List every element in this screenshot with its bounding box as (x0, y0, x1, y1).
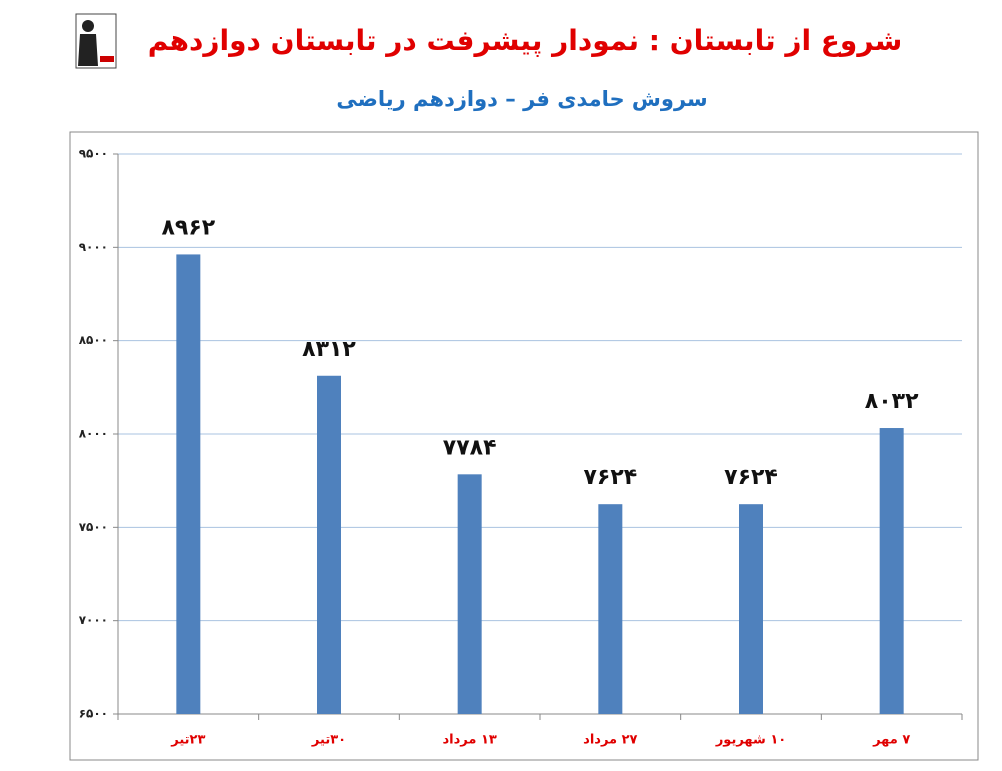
bar (598, 504, 623, 714)
y-tick-label: ۷۰۰۰ (79, 613, 108, 627)
value-label: ۷۷۸۴ (443, 435, 497, 460)
x-tick-label: ۱۳ مرداد (442, 733, 496, 748)
y-tick-label: ۷۵۰۰ (79, 520, 108, 534)
x-tick-label: ۲۷ مرداد (583, 733, 637, 748)
bar (879, 428, 904, 714)
bar (317, 375, 341, 714)
bar (176, 254, 201, 714)
y-tick-label: ۹۰۰۰ (79, 240, 108, 254)
value-label: ۷۶۲۴ (583, 465, 637, 490)
y-tick-label: ۹۵۰۰ (79, 147, 108, 161)
bar (739, 504, 763, 714)
value-label: ۸۹۶۲ (161, 215, 215, 240)
chart-frame (69, 131, 979, 761)
x-tick-label: ۲۳تیر (170, 733, 205, 748)
bar (457, 474, 482, 714)
value-label: ۸۳۱۲ (302, 337, 356, 362)
chart-title: شروع از تابستان : نمودار پیشرفت در تابست… (148, 24, 903, 57)
value-label: ۸۰۳۲ (865, 389, 919, 414)
y-tick-label: ۸۰۰۰ (79, 427, 108, 441)
chart-subtitle: سروش حامدی فر – دوازدهم ریاضی (336, 87, 707, 111)
y-tick-label: ۶۵۰۰ (79, 707, 108, 721)
y-tick-label: ۸۵۰۰ (79, 333, 108, 347)
x-tick-label: ۳۰تیر (311, 733, 346, 748)
value-label: ۷۶۲۴ (724, 465, 778, 490)
x-tick-label: ۷ مهر (872, 733, 910, 748)
x-tick-label: ۱۰ شهریور (715, 733, 786, 748)
logo (75, 13, 117, 69)
